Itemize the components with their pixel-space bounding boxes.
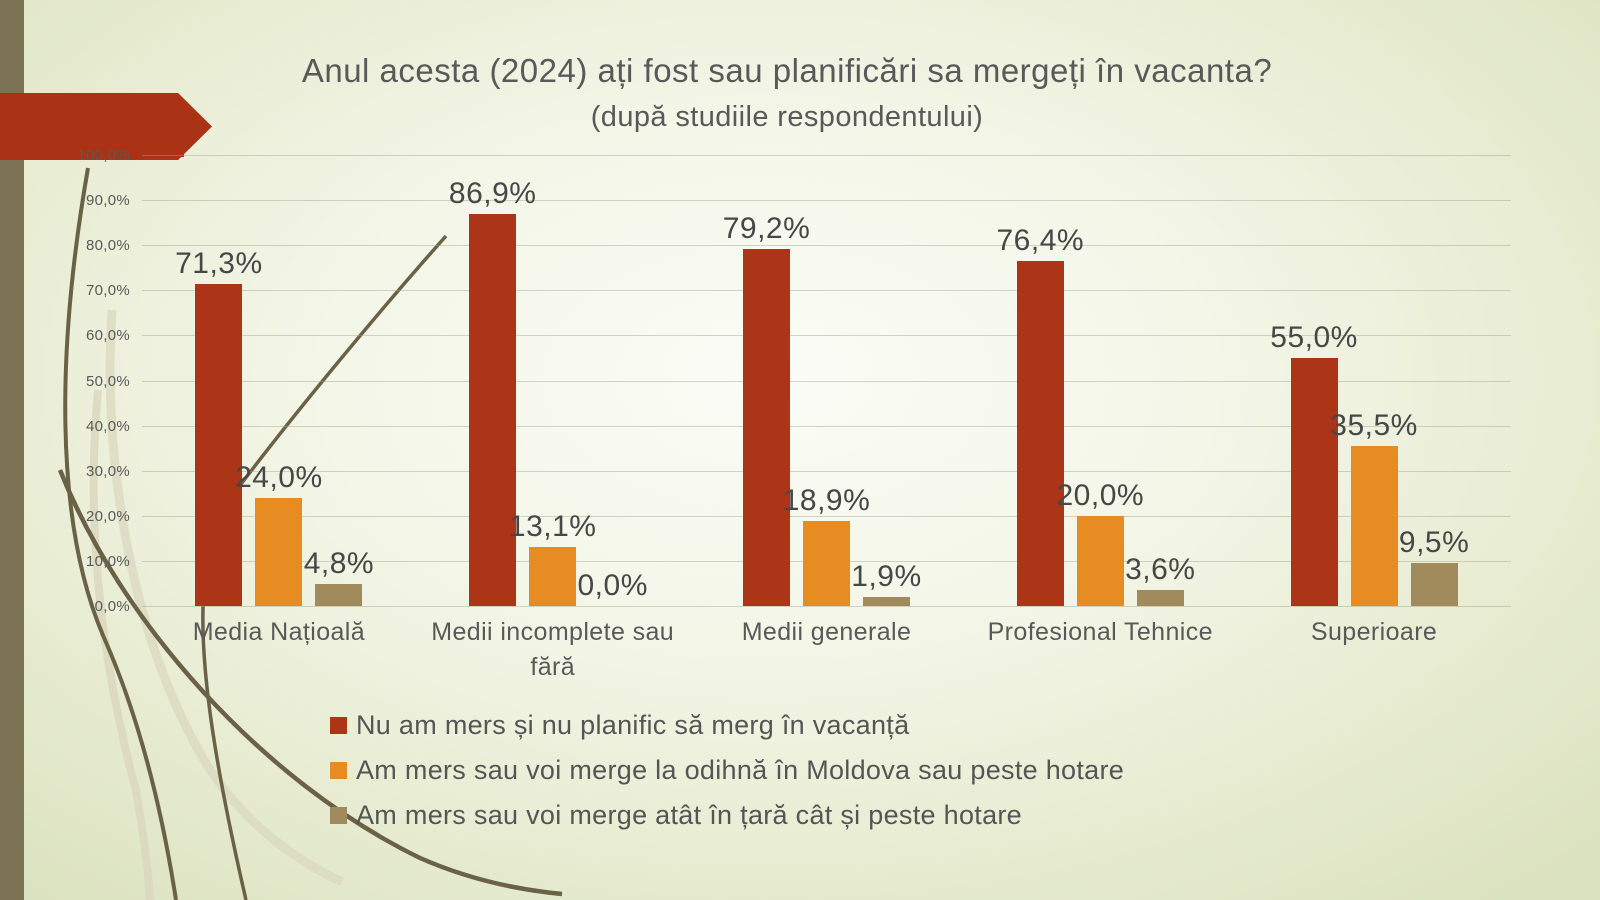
bar-group: 86,9% 13,1% 0,0%	[416, 155, 690, 606]
bar-value-label: 86,9%	[448, 177, 537, 211]
bar-value-label: 24,0%	[235, 460, 323, 494]
gridline	[142, 200, 1511, 202]
y-tick-label: 90,0%	[85, 192, 130, 210]
gridline	[142, 155, 1511, 156]
chart-title-block: Anul acesta (2024) ați fost sau planific…	[64, 52, 1510, 134]
bars-row: 71,3% 24,0% 4,8%	[142, 155, 416, 606]
gridline	[142, 515, 1511, 517]
y-tick-label: 60,0%	[85, 327, 130, 345]
legend-item: Nu am mers și nu planific să merg în vac…	[330, 709, 1124, 740]
bars-row: 76,4% 20,0% 3,6%	[963, 155, 1237, 606]
gridline	[142, 380, 1511, 382]
bar-value-label: 55,0%	[1270, 320, 1358, 354]
y-tick-label: 10,0%	[85, 552, 130, 570]
bars-row: 79,2% 18,9% 1,9%	[690, 155, 964, 606]
bar: 9,5%	[1399, 526, 1469, 606]
y-tick-label: 20,0%	[85, 507, 130, 525]
bar: 86,9%	[449, 177, 536, 606]
y-axis: 100,0% 90,0% 80,0% 70,0% 60,0% 50,0% 40,0% 30,0…	[0, 147, 130, 615]
bar: 55,0%	[1270, 321, 1357, 606]
bar: 35,5%	[1330, 409, 1417, 606]
bar-value-label: 4,8%	[303, 547, 375, 581]
bar-group: 76,4% 20,0% 3,6%	[963, 155, 1237, 606]
bar: 3,6%	[1125, 553, 1195, 606]
bar-group: 79,2% 18,9% 1,9%	[690, 155, 964, 606]
bar: 71,3%	[175, 247, 262, 606]
gridline	[142, 290, 1511, 292]
bar-value-label: 3,6%	[1125, 552, 1196, 586]
gridline	[142, 606, 1511, 607]
bar-value-label: 79,2%	[722, 211, 811, 245]
arrow-shape	[0, 93, 212, 160]
bar: 18,9%	[783, 484, 870, 606]
bar-value-label: 9,5%	[1398, 526, 1470, 560]
y-tick-label: 80,0%	[85, 237, 130, 255]
bar-value-label: 0,0%	[577, 569, 648, 602]
bar-groups: 71,3% 24,0% 4,8% 86,9% 13,1% 0,0% 79,2% 18,9% 1,…	[142, 155, 1511, 606]
y-tick-label: 0,0%	[94, 598, 130, 615]
chart-subtitle: (după studiile respondentului)	[590, 101, 984, 133]
category-label: Medii incomplete sau fără	[431, 618, 675, 681]
y-tick-label: 40,0%	[85, 417, 130, 435]
bar-value-label: 18,9%	[782, 483, 871, 517]
chart-title: Anul acesta (2024) ați fost sau planific…	[301, 52, 1273, 89]
legend-label: Nu am mers și nu planific să merg în vac…	[356, 709, 910, 740]
category-label: Superioare	[1310, 618, 1438, 646]
y-tick-label: 30,0%	[85, 462, 130, 480]
arrow-tail-line	[140, 154, 184, 157]
bar-value-label: 35,5%	[1330, 408, 1418, 442]
x-axis-labels: Media Națioală Medii incomplete sau fără M…	[142, 615, 1511, 684]
legend-marker	[330, 806, 347, 824]
bar-value-label: 71,3%	[175, 247, 263, 281]
bar-value-label: 76,4%	[996, 224, 1085, 258]
legend-marker	[330, 761, 347, 779]
bars-row: 55,0% 35,5% 9,5%	[1237, 155, 1511, 606]
category-label: Media Națioală	[192, 618, 366, 646]
bar: 24,0%	[235, 461, 322, 606]
legend-item: Am mers sau voi merge la odihnă în Moldo…	[330, 754, 1125, 785]
legend-label: Am mers sau voi merge la odihnă în Moldo…	[356, 754, 1125, 785]
bar-value-label: 1,9%	[851, 560, 922, 594]
y-tick-label: 50,0%	[85, 372, 130, 390]
bar-value-label: 13,1%	[508, 509, 597, 543]
y-tick-label: 100,0%	[77, 147, 130, 164]
bar: 4,8%	[304, 547, 374, 606]
bar: 76,4%	[996, 224, 1084, 606]
category-label: Medii generale	[741, 618, 912, 646]
gridline	[142, 425, 1511, 427]
bar: 79,2%	[723, 212, 810, 606]
legend-marker	[330, 716, 347, 734]
legend-label: Am mers sau voi merge atât în țară cât ș…	[356, 799, 1022, 830]
bar-value-label: 20,0%	[1056, 478, 1145, 512]
bar-group: 71,3% 24,0% 4,8%	[142, 155, 416, 606]
bars-row: 86,9% 13,1% 0,0%	[416, 155, 690, 606]
legend-item: Am mers sau voi merge atât în țară cât ș…	[330, 799, 1124, 830]
bar: 20,0%	[1056, 479, 1144, 606]
plot-area: 71,3% 24,0% 4,8% 86,9% 13,1% 0,0% 79,2% 18,9% 1,…	[142, 155, 1511, 607]
bar-group: 55,0% 35,5% 9,5%	[1237, 155, 1511, 606]
bar: 13,1%	[509, 510, 596, 606]
chart-legend: Nu am mers și nu planific să merg în vac…	[330, 709, 1125, 830]
gridline	[142, 335, 1511, 337]
category-label: Profesional Tehnice	[987, 618, 1213, 646]
gridline	[142, 245, 1511, 247]
bar: 1,9%	[851, 560, 921, 606]
y-tick-label: 70,0%	[85, 282, 130, 300]
gridline	[142, 470, 1511, 472]
